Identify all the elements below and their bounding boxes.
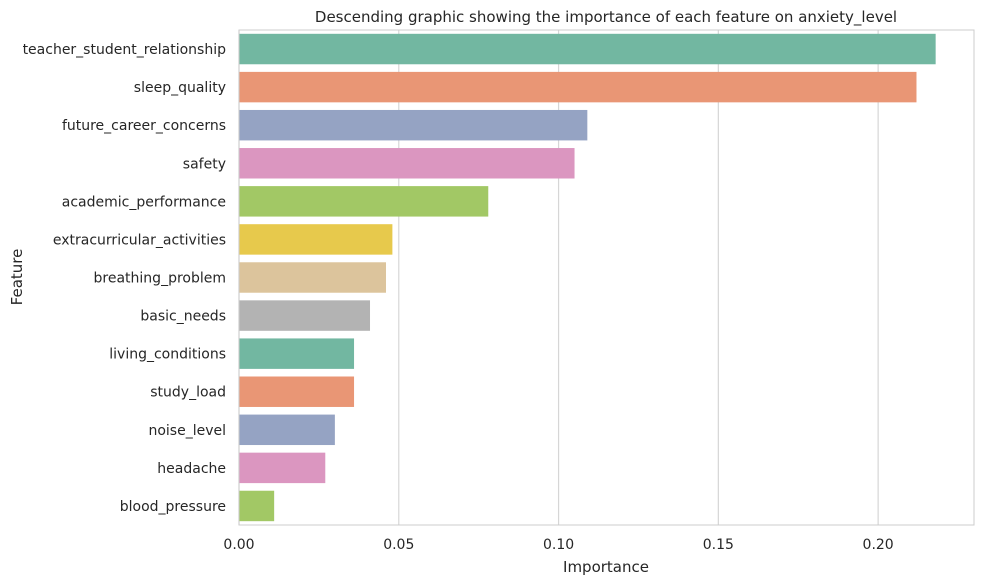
y-tick-label: academic_performance [62, 194, 226, 210]
x-tick-label: 0.00 [223, 537, 254, 553]
x-axis-title: Importance [563, 558, 649, 576]
y-tick-label: headache [157, 461, 226, 477]
x-tick-label: 0.15 [703, 537, 734, 553]
bar-extracurricular-activities [239, 224, 393, 255]
y-tick-label: extracurricular_activities [53, 232, 226, 248]
y-tick-label: living_conditions [109, 347, 226, 363]
y-tick-label: noise_level [148, 423, 226, 439]
bar-sleep-quality [239, 71, 917, 103]
bar-safety [239, 148, 575, 179]
bar-teacher-student-relationship [239, 33, 936, 65]
y-axis-title: Feature [8, 249, 26, 306]
x-tick-label: 0.05 [383, 537, 414, 553]
y-tick-label: study_load [150, 385, 226, 401]
bar-noise-level [239, 414, 335, 446]
x-tick-labels: 0.00 0.05 0.10 0.15 0.20 [223, 537, 893, 553]
y-tick-label: future_career_concerns [62, 118, 226, 134]
bar-future-career-concerns [239, 109, 588, 141]
y-tick-labels: teacher_student_relationship sleep_qualit… [23, 42, 227, 515]
chart-title: Descending graphic showing the importanc… [315, 8, 897, 27]
plot-frame [238, 29, 975, 526]
y-tick-label: teacher_student_relationship [23, 42, 227, 58]
y-tick-label: sleep_quality [134, 80, 226, 96]
bar-academic-performance [239, 186, 489, 217]
bar-basic-needs [239, 300, 371, 331]
bar-headache [239, 452, 326, 484]
y-tick-label: basic_needs [140, 309, 226, 325]
bar-breathing-problem [239, 262, 386, 293]
bar-study-load [239, 376, 355, 407]
x-tick-label: 0.20 [863, 537, 894, 553]
bar-blood-pressure [239, 490, 275, 522]
x-tick-label: 0.10 [543, 537, 574, 553]
bar-living-conditions [239, 338, 355, 369]
y-tick-label: breathing_problem [94, 271, 226, 287]
bars [239, 33, 936, 522]
y-tick-label: safety [183, 156, 226, 172]
y-tick-label: blood_pressure [120, 499, 226, 515]
